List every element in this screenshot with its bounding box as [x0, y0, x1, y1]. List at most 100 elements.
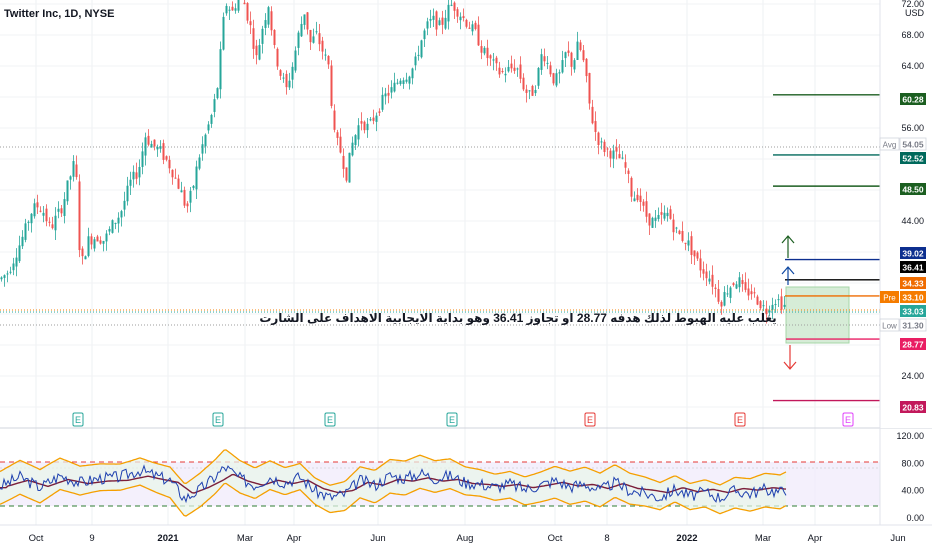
candle-body — [0, 277, 3, 280]
time-axis-label: 2021 — [157, 533, 179, 544]
candle-body — [471, 24, 474, 32]
oscillator-tick-label: 120.00 — [896, 431, 924, 441]
candle-body — [138, 166, 141, 178]
price-tick-label: 44.00 — [901, 216, 924, 226]
analysis-annotation[interactable]: يغلب عليه الهبوط لذلك هدفه 28.77 او تجاو… — [259, 311, 776, 326]
price-tag[interactable]: 20.83 — [900, 401, 926, 413]
price-tag[interactable]: 60.28 — [900, 93, 926, 105]
candle-body — [378, 111, 381, 113]
price-tag[interactable]: 31.30 Low — [879, 318, 927, 332]
candle-body — [99, 240, 102, 244]
candle-body — [186, 203, 189, 207]
candle-body — [189, 190, 192, 203]
price-tag[interactable]: 28.77 — [900, 338, 926, 350]
time-axis-label: Oct — [548, 533, 563, 544]
candle-body — [354, 135, 357, 145]
candle-body — [252, 28, 255, 49]
candle-body — [333, 110, 336, 130]
candle-body — [366, 123, 369, 131]
candle-body — [66, 180, 69, 202]
earnings-marker-box — [734, 412, 746, 427]
candle-body — [720, 301, 723, 307]
candle-body — [561, 60, 564, 73]
earnings-marker-label: E — [845, 415, 851, 425]
candle-body — [90, 236, 93, 245]
price-tag-label-box — [879, 137, 900, 151]
candle-body — [507, 66, 510, 72]
candle-body — [279, 70, 282, 76]
candle-body — [399, 80, 402, 85]
candle-body — [273, 30, 276, 46]
candle-body — [369, 119, 372, 121]
earnings-marker-label: E — [737, 415, 743, 425]
price-tag-box — [900, 183, 926, 195]
earnings-marker[interactable]: E — [584, 412, 596, 427]
candle-body — [159, 146, 162, 149]
time-axis-label: 2022 — [676, 533, 697, 544]
earnings-marker[interactable]: E — [446, 412, 458, 427]
candle-body — [462, 16, 465, 19]
price-tag[interactable]: 33.03 — [900, 305, 926, 317]
earnings-marker[interactable]: E — [212, 412, 224, 427]
candle-body — [255, 45, 258, 56]
earnings-marker[interactable]: E — [734, 412, 746, 427]
candle-body — [531, 85, 534, 96]
candle-body — [576, 41, 579, 60]
candle-body — [435, 11, 438, 30]
candle-body — [732, 283, 735, 286]
candle-body — [630, 177, 633, 197]
candle-body — [612, 150, 615, 159]
candle-body — [642, 201, 645, 206]
candle-body — [420, 40, 423, 58]
time-axis-label: Jun — [890, 533, 905, 544]
candle-body — [78, 181, 81, 251]
candle-body — [603, 141, 606, 153]
oscillator-main-line — [0, 464, 787, 504]
price-tag[interactable]: 54.05 Avg — [879, 137, 927, 151]
candle-body — [669, 209, 672, 219]
oscillator-tick-label: 40.00 — [901, 486, 924, 496]
earnings-marker[interactable]: E — [324, 412, 336, 427]
candle-body — [375, 115, 378, 122]
oscillator-tick-label: 0.00 — [906, 513, 924, 523]
candle-body — [690, 236, 693, 255]
earnings-marker[interactable]: E — [842, 412, 854, 427]
price-tag-box — [900, 261, 926, 273]
candle-body — [60, 208, 63, 214]
candle-body — [84, 256, 87, 260]
candle-body — [696, 252, 699, 259]
candle-body — [105, 233, 108, 242]
candle-body — [405, 79, 408, 82]
price-tag[interactable]: 52.52 — [900, 152, 926, 164]
candle-body — [249, 21, 252, 26]
candle-body — [723, 292, 726, 306]
arrow-down-icon — [783, 345, 797, 370]
symbol-label[interactable]: Twitter Inc, 1D, NYSE — [4, 8, 114, 20]
candle-body — [153, 139, 156, 147]
candle-body — [96, 236, 99, 242]
candle-body — [729, 287, 732, 298]
earnings-marker[interactable]: E — [72, 412, 84, 427]
candle-body — [714, 287, 717, 289]
oscillator-lower-channel — [0, 482, 787, 517]
oscillator-series — [0, 449, 787, 517]
candle-body — [390, 87, 393, 93]
time-axis-label: Jun — [370, 533, 385, 544]
price-tag[interactable]: 33.10 Pre — [880, 291, 926, 303]
candle-body — [282, 77, 285, 79]
price-tag[interactable]: 39.02 — [900, 247, 926, 259]
price-tag[interactable]: 48.50 — [900, 183, 926, 195]
price-tag[interactable]: 34.33 — [900, 277, 926, 289]
candle-body — [171, 169, 174, 178]
candle-body — [12, 263, 15, 271]
candle-body — [600, 141, 603, 143]
price-tag-value: 33.10 — [902, 293, 924, 303]
price-tick-label: 56.00 — [901, 123, 924, 133]
candle-body — [321, 40, 324, 52]
price-tag[interactable]: 36.41 — [900, 261, 926, 273]
candle-body — [744, 282, 747, 290]
candle-body — [573, 60, 576, 70]
